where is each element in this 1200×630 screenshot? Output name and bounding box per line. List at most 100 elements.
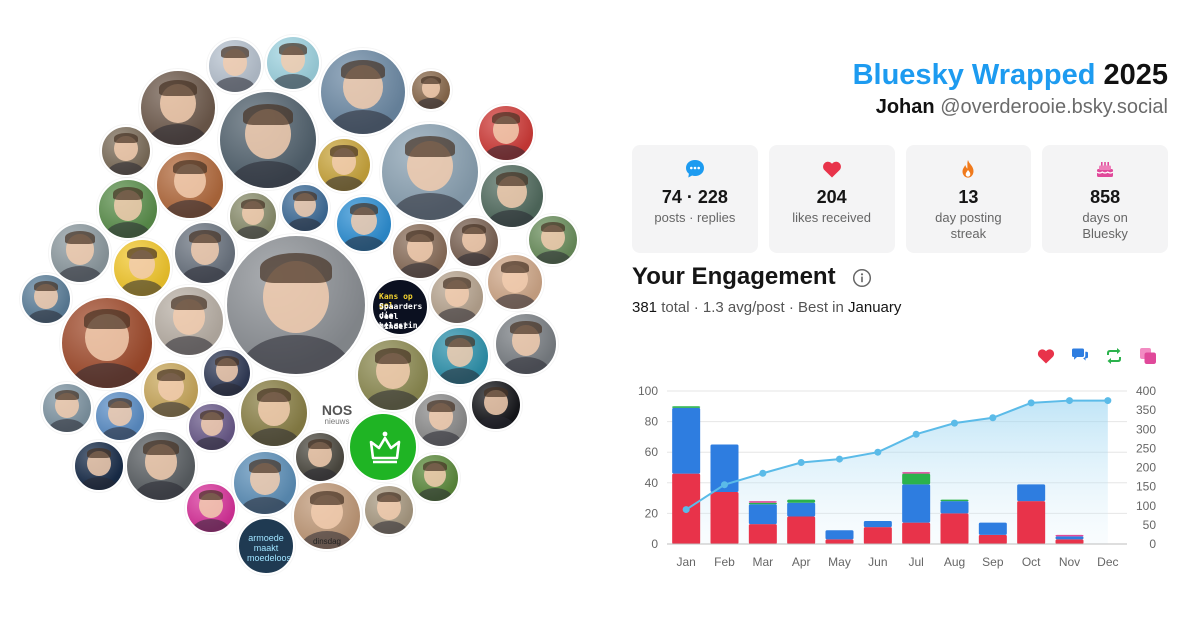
cumulative-point bbox=[721, 481, 728, 489]
follower-avatar bbox=[391, 222, 449, 280]
bar-segment-quotes bbox=[748, 501, 777, 503]
follower-avatar bbox=[202, 348, 252, 398]
follower-avatar bbox=[228, 191, 278, 241]
follower-avatar bbox=[413, 392, 469, 448]
y-tick-label: 40 bbox=[645, 476, 659, 490]
follower-avatar bbox=[155, 150, 225, 220]
cumulative-point bbox=[759, 469, 767, 477]
follower-avatar bbox=[430, 326, 490, 386]
stat-value-streak: 13 bbox=[958, 187, 979, 207]
follower-avatar bbox=[142, 361, 200, 419]
stat-value-posts: 74 · 228 bbox=[661, 187, 728, 207]
x-tick-label: Mar bbox=[752, 555, 773, 569]
follower-avatar bbox=[239, 378, 309, 448]
follower-avatar bbox=[232, 450, 298, 516]
cumulative-point bbox=[1104, 397, 1112, 405]
nos-logo-subtext: nieuws bbox=[324, 417, 350, 426]
brand-title: Bluesky Wrapped bbox=[852, 59, 1096, 91]
legend-likes-heart-icon[interactable] bbox=[1036, 346, 1056, 366]
follower-avatar bbox=[187, 402, 237, 452]
engagement-total-label: total bbox=[661, 299, 690, 316]
stat-label-days: days on Bluesky bbox=[1082, 210, 1128, 241]
separator-dot: · bbox=[693, 299, 699, 316]
y2-tick-label: 200 bbox=[1136, 461, 1156, 475]
follower-avatar bbox=[356, 338, 430, 412]
bar-segment-reposts bbox=[902, 473, 931, 485]
x-tick-label: Aug bbox=[944, 555, 965, 569]
engagement-chart: 0 20 40 60 80 100 0 50 100 150 200 250 300 350 400 Jan F… bbox=[638, 384, 1157, 569]
fire-icon bbox=[906, 158, 1032, 180]
bar-segment-reposts bbox=[672, 406, 701, 408]
user-handle: @overderooie.bsky.social bbox=[940, 96, 1168, 118]
follower-avatar bbox=[294, 431, 346, 483]
x-tick-label: May bbox=[828, 555, 851, 569]
teletext-line: Kans op gel bbox=[379, 292, 413, 310]
separator-dot: · bbox=[788, 299, 794, 316]
legend-replies-reply-bubbles-icon[interactable] bbox=[1070, 346, 1090, 366]
bar-segment-likes bbox=[825, 539, 854, 544]
follower-avatar-cloud: Kans op gel Spaarders die veel belastin min… bbox=[20, 35, 579, 575]
y2-tick-label: 300 bbox=[1136, 422, 1156, 436]
legend-reposts-repost-icon[interactable] bbox=[1104, 346, 1124, 366]
follower-avatar bbox=[100, 125, 152, 177]
info-icon[interactable] bbox=[852, 268, 872, 288]
bar-segment-quotes bbox=[1055, 534, 1084, 537]
x-tick-label: Dec bbox=[1097, 555, 1118, 569]
follower-avatar bbox=[486, 253, 544, 311]
bar-segment-likes bbox=[1055, 539, 1084, 544]
wrapped-header: Bluesky Wrapped 2025 Johan @overderooie.… bbox=[853, 58, 1168, 120]
follower-avatar bbox=[527, 214, 579, 266]
page-title: Bluesky Wrapped 2025 bbox=[853, 58, 1168, 92]
follower-avatar bbox=[49, 222, 111, 284]
bar-segment-replies bbox=[863, 521, 892, 528]
cumulative-point bbox=[797, 459, 805, 467]
bar-segment-replies bbox=[978, 522, 1007, 535]
teletext-line: veel belastin bbox=[379, 312, 418, 330]
stat-value-likes: 204 bbox=[816, 187, 847, 207]
avatar-caption: dinsdag bbox=[312, 537, 342, 546]
x-tick-label: Feb bbox=[714, 555, 735, 569]
cake-icon bbox=[1042, 158, 1168, 180]
legend-quotes-quote-icon[interactable] bbox=[1138, 346, 1158, 366]
campaign-badge-text: armoede maakt moedeloos bbox=[247, 533, 292, 563]
stat-card-days: 858 days on Bluesky bbox=[1042, 145, 1168, 253]
follower-avatar bbox=[60, 296, 154, 390]
follower-avatar bbox=[380, 122, 480, 222]
y-tick-label: 100 bbox=[638, 384, 658, 398]
follower-avatar bbox=[207, 38, 263, 94]
bar-segment-reposts bbox=[787, 499, 816, 503]
stat-card-streak: 13 day posting streak bbox=[905, 145, 1032, 253]
bar-segment-reposts bbox=[748, 502, 777, 505]
stat-value-days: 858 bbox=[1090, 187, 1121, 207]
bar-segment-reposts bbox=[940, 499, 969, 502]
y2-tick-label: 0 bbox=[1149, 537, 1156, 551]
year-title: 2025 bbox=[1103, 59, 1168, 91]
follower-avatar bbox=[470, 379, 522, 431]
follower-avatar bbox=[73, 440, 125, 492]
follower-avatar bbox=[494, 312, 558, 376]
follower-avatar bbox=[316, 137, 372, 193]
cumulative-point bbox=[682, 506, 690, 514]
follower-avatar bbox=[185, 482, 237, 534]
follower-avatar bbox=[41, 382, 93, 434]
bar-segment-replies bbox=[1017, 484, 1046, 502]
x-tick-label: Oct bbox=[1022, 555, 1041, 569]
stat-label-streak: day posting streak bbox=[935, 210, 1002, 241]
cumulative-line bbox=[685, 399, 1108, 511]
chart-legend bbox=[1036, 346, 1158, 366]
stats-row: 74 · 228 posts · replies 204 likes recei… bbox=[632, 145, 1168, 253]
bar-segment-replies bbox=[825, 530, 854, 540]
bar-segment-replies bbox=[710, 444, 739, 492]
cumulative-point bbox=[1027, 399, 1035, 407]
cumulative-point bbox=[874, 448, 882, 456]
heart-icon bbox=[769, 158, 895, 180]
follower-avatar bbox=[319, 48, 407, 136]
bar-segment-replies bbox=[1055, 536, 1084, 540]
y-tick-label: 0 bbox=[651, 537, 658, 551]
y2-tick-label: 50 bbox=[1143, 518, 1157, 532]
engagement-total-value: 381 bbox=[632, 299, 658, 316]
x-tick-label: Nov bbox=[1059, 555, 1080, 569]
bar-segment-likes bbox=[748, 524, 777, 544]
y2-tick-label: 150 bbox=[1136, 480, 1156, 494]
cumulative-point bbox=[989, 414, 997, 422]
